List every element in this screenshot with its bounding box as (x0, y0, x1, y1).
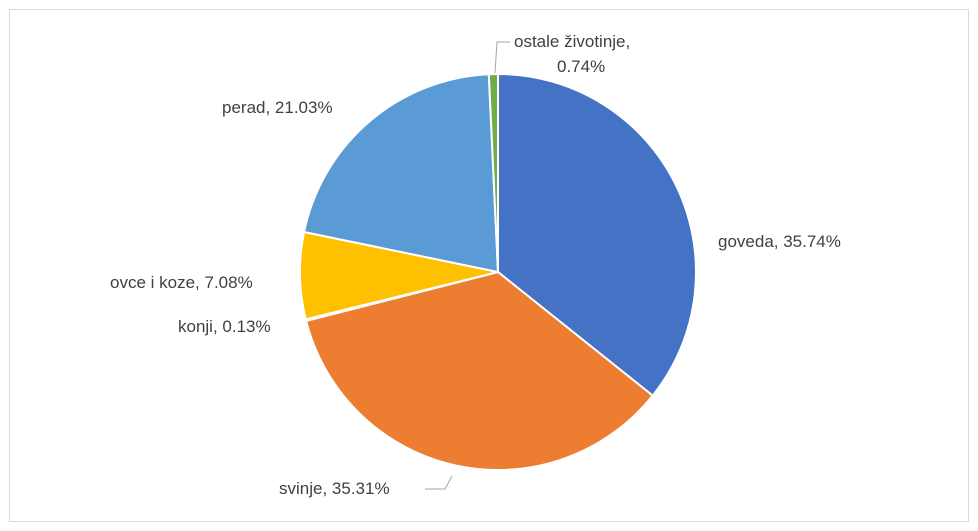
leader-line-ostale (494, 41, 510, 74)
leader-lines (425, 41, 510, 490)
label-goveda: goveda, 35.74% (718, 232, 841, 251)
label-perad: perad, 21.03% (222, 98, 333, 117)
label-ostale-line2: 0.74% (557, 57, 605, 76)
label-svinje: svinje, 35.31% (279, 479, 390, 498)
pie-slice-svinje (305, 271, 654, 471)
label-konji: konji, 0.13% (178, 317, 271, 336)
leader-line-svinje (425, 475, 453, 490)
label-ostale-line1: ostale životinje, (514, 32, 630, 51)
pie-slices (299, 72, 697, 471)
pie-slice-perad (303, 73, 499, 273)
pie-slice-ostale-ivotinje (487, 72, 499, 273)
label-ovce-i-koze: ovce i koze, 7.08% (110, 273, 253, 292)
pie-slice-goveda (497, 73, 697, 397)
